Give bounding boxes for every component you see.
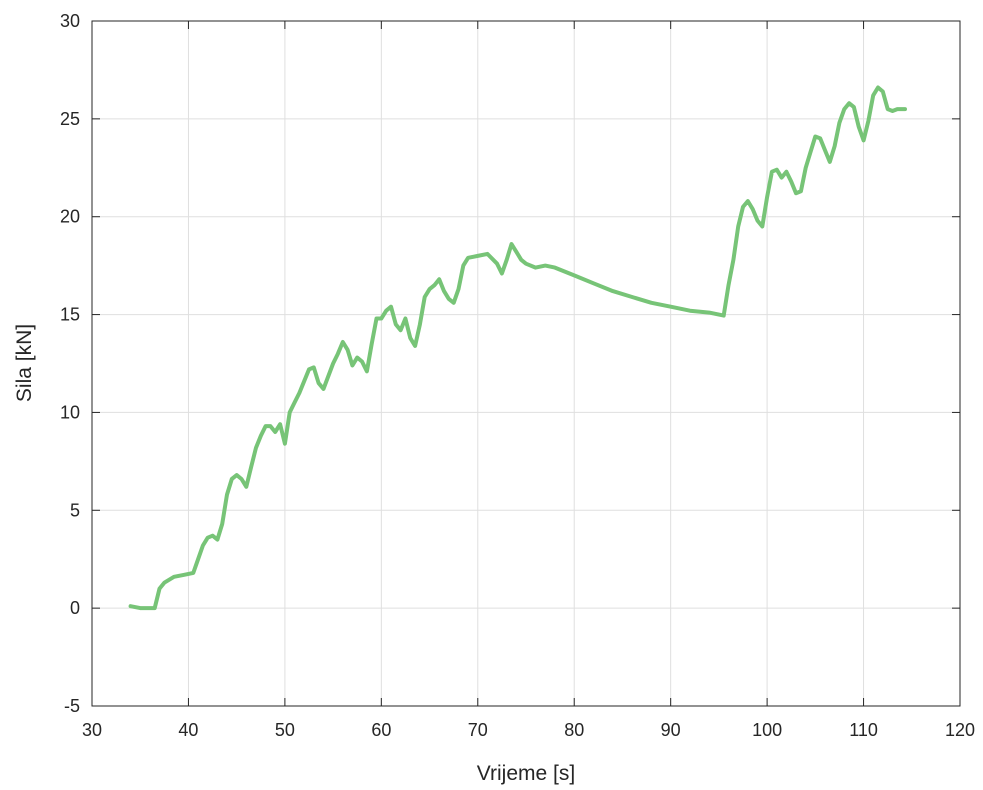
y-tick-label: 0 bbox=[70, 598, 80, 618]
y-tick-label: 5 bbox=[70, 500, 80, 520]
x-tick-label: 120 bbox=[945, 720, 975, 740]
y-axis-title: Sila [kN] bbox=[13, 324, 36, 402]
grid-lines bbox=[92, 21, 960, 706]
data-series bbox=[128, 85, 907, 611]
x-tick-label: 100 bbox=[752, 720, 782, 740]
y-tick-label: 15 bbox=[60, 305, 80, 325]
x-tick-label: 70 bbox=[468, 720, 488, 740]
plot-background bbox=[92, 21, 960, 706]
x-tick-label: 110 bbox=[849, 720, 878, 740]
y-tick-label: 30 bbox=[60, 11, 80, 31]
y-tick-label: -5 bbox=[64, 696, 80, 716]
series-line bbox=[128, 85, 907, 611]
x-tick-label: 40 bbox=[178, 720, 198, 740]
axis-ticks: 30 40 50 60 70 80 90 100 110 120 -5 0 5 10 15 20 25 30 bbox=[60, 11, 975, 740]
x-tick-label: 80 bbox=[564, 720, 584, 740]
x-tick-label: 50 bbox=[275, 720, 295, 740]
y-tick-label: 20 bbox=[60, 207, 80, 227]
y-tick-label: 10 bbox=[60, 402, 80, 422]
plot-frame bbox=[91, 20, 961, 707]
x-tick-label: 60 bbox=[371, 720, 391, 740]
y-tick-label: 25 bbox=[60, 109, 80, 129]
x-tick-label: 90 bbox=[661, 720, 681, 740]
x-axis-title: Vrijeme [s] bbox=[477, 762, 575, 785]
x-tick-label: 30 bbox=[82, 720, 102, 740]
